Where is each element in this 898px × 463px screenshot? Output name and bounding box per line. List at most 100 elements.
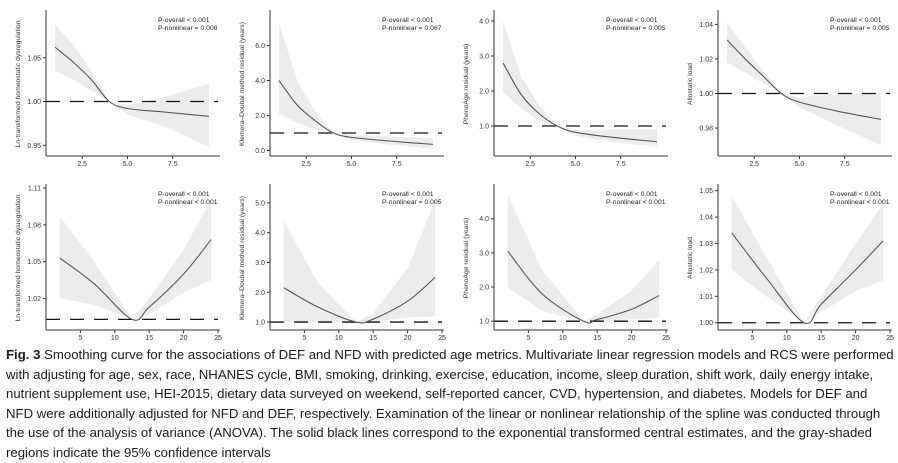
p-overall-label: P-overall < 0.001: [382, 17, 434, 24]
y-tick-label: 0.0: [255, 148, 265, 155]
chart-panel-8: 1.001.011.021.031.041.05510152025Nightti…: [676, 176, 898, 351]
x-tick-label: 15: [817, 335, 825, 342]
y-tick-label: 1.0: [479, 124, 489, 131]
x-tick-label: 10: [335, 335, 343, 342]
x-tick-label: 10: [111, 335, 119, 342]
y-axis-label: Klemera–Doubal method residual (years): [239, 22, 246, 146]
x-tick-label: 7.5: [392, 161, 402, 168]
chart-panel-5: 1.021.051.081.11510152025Nighttime fasti…: [4, 176, 228, 351]
x-tick-label: 7.5: [168, 161, 178, 168]
y-tick-label: 1.02: [699, 267, 713, 274]
x-tick-label: 5.0: [571, 161, 581, 168]
y-tick-label: 1.02: [27, 296, 41, 303]
p-overall-label: P-overall < 0.001: [382, 191, 434, 198]
y-tick-label: 5.0: [255, 200, 265, 207]
y-tick-label: 1.11: [28, 186, 41, 193]
estimate-curve: [502, 62, 658, 143]
x-tick-label: 25: [886, 335, 894, 342]
p-nonlinear-label: P-nonlinear = 0.008: [158, 25, 218, 32]
p-overall-label: P-overall < 0.001: [606, 191, 658, 198]
p-overall-label: P-overall < 0.001: [606, 17, 658, 24]
chart-panel-4: 0.981.001.021.042.55.07.5Daily eating fr…: [676, 2, 898, 177]
y-tick-label: 1.01: [699, 294, 713, 301]
x-tick-label: 2.5: [749, 161, 759, 168]
p-nonlinear-label: P-nonlinear = 0.067: [382, 25, 442, 32]
x-tick-label: 5: [302, 335, 306, 342]
y-axis-label: Klemera–Doubal method residual (years): [239, 196, 246, 320]
y-tick-label: 4.0: [255, 230, 265, 237]
chart-svg: 0.981.001.021.042.55.07.5Daily eating fr…: [687, 10, 892, 177]
y-tick-label: 4.0: [479, 216, 489, 223]
y-tick-label: 1.00: [699, 91, 713, 98]
x-tick-label: 5: [526, 335, 530, 342]
x-tick-label: 2.5: [301, 161, 311, 168]
p-nonlinear-label: P-nonlinear = 0.005: [382, 199, 442, 206]
y-tick-label: 1.00: [27, 99, 41, 106]
y-tick-label: 1.03: [699, 241, 713, 248]
y-tick-label: 1.04: [699, 22, 713, 29]
p-overall-label: P-overall < 0.001: [158, 191, 210, 198]
p-nonlinear-label: P-nonlinear < 0.001: [606, 199, 666, 206]
chart-svg: 1.02.03.04.0510152025Nighttime fasting d…: [463, 184, 670, 351]
estimate-curve: [54, 46, 209, 117]
chart-svg: 1.02.03.04.02.55.07.5Daily eating freque…: [463, 10, 668, 177]
confidence-band: [503, 21, 657, 147]
y-tick-label: 1.08: [27, 222, 41, 229]
y-tick-label: 6.0: [255, 43, 265, 50]
chart-panel-7: 1.02.03.04.0510152025Nighttime fasting d…: [452, 176, 676, 351]
figure-label: Fig. 3: [6, 347, 41, 362]
estimate-curve: [59, 239, 212, 321]
p-nonlinear-label: P-nonlinear = 0.005: [830, 25, 890, 32]
y-tick-label: 1.05: [27, 55, 41, 62]
y-tick-label: 1.05: [699, 188, 713, 195]
confidence-band: [279, 22, 433, 149]
x-tick-label: 5.0: [123, 161, 133, 168]
x-tick-label: 15: [369, 335, 377, 342]
y-tick-label: 1.00: [699, 320, 713, 327]
x-tick-label: 5.0: [347, 161, 357, 168]
chart-panel-1: 0.951.001.052.55.07.5Daily eating freque…: [4, 2, 228, 177]
y-axis-label: Ln-transformed homeostatic dysregulation: [15, 20, 22, 147]
p-overall-label: P-overall < 0.001: [830, 191, 882, 198]
x-tick-label: 20: [852, 335, 860, 342]
x-tick-label: 10: [559, 335, 567, 342]
x-tick-label: 2.5: [525, 161, 535, 168]
chart-panel-6: 1.02.03.04.05.0510152025Nighttime fastin…: [228, 176, 452, 351]
y-tick-label: 4.0: [479, 19, 489, 26]
y-tick-label: 1.0: [255, 320, 265, 327]
x-tick-label: 15: [145, 335, 153, 342]
p-nonlinear-label: P-nonlinear < 0.001: [830, 199, 890, 206]
x-tick-label: 7.5: [840, 161, 850, 168]
confidence-band: [731, 195, 884, 323]
y-tick-label: 3.0: [479, 250, 489, 257]
confidence-band: [727, 22, 881, 146]
estimate-curve: [507, 250, 660, 324]
x-tick-label: 5: [750, 335, 754, 342]
estimate-curve: [283, 276, 436, 324]
y-tick-label: 4.0: [255, 78, 265, 85]
y-axis-label: PhenoAge residual (years): [463, 44, 470, 124]
y-tick-label: 1.05: [27, 259, 41, 266]
confidence-band: [59, 200, 212, 320]
estimate-curve: [726, 39, 882, 120]
y-tick-label: 2.0: [255, 290, 265, 297]
p-overall-label: P-overall < 0.001: [158, 17, 210, 24]
chart-svg: 1.001.011.021.031.041.05510152025Nightti…: [687, 184, 894, 351]
confidence-band: [507, 194, 660, 322]
chart-svg: 1.02.03.04.05.0510152025Nighttime fastin…: [239, 184, 446, 351]
chart-panel-3: 1.02.03.04.02.55.07.5Daily eating freque…: [452, 2, 676, 177]
chart-svg: 0.951.001.052.55.07.5Daily eating freque…: [15, 10, 220, 177]
chart-svg: 1.021.051.081.11510152025Nighttime fasti…: [15, 184, 222, 351]
chart-panel-2: 0.02.04.06.02.55.07.5Daily eating freque…: [228, 2, 452, 177]
y-tick-label: 1.02: [699, 56, 713, 63]
y-tick-label: 1.04: [699, 215, 713, 222]
x-tick-label: 20: [180, 335, 188, 342]
estimate-curve: [278, 80, 433, 145]
figure-caption: Fig. 3 Smoothing curve for the associati…: [6, 345, 894, 463]
figure-caption-text: Smoothing curve for the associations of …: [6, 347, 894, 460]
x-tick-label: 20: [628, 335, 636, 342]
x-tick-label: 25: [214, 335, 222, 342]
y-tick-label: 3.0: [479, 54, 489, 61]
chart-svg: 0.02.04.06.02.55.07.5Daily eating freque…: [239, 10, 444, 177]
y-axis-label: PhenoAge residual (years): [463, 218, 470, 298]
